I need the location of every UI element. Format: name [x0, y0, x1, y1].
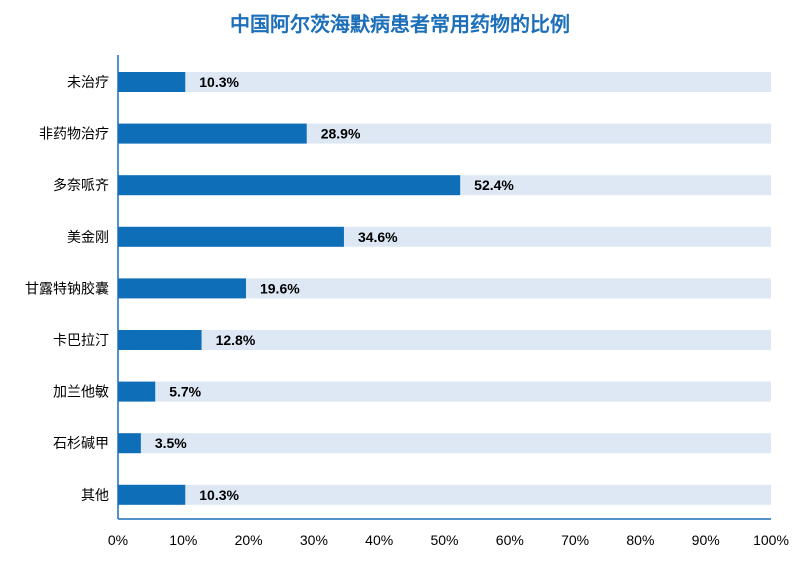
x-tick-label: 40%	[365, 532, 393, 548]
data-label: 52.4%	[474, 177, 514, 193]
bar-track	[118, 381, 771, 402]
x-tick-label: 30%	[300, 532, 328, 548]
category-label: 多奈哌齐	[53, 177, 109, 194]
data-label: 5.7%	[169, 384, 201, 400]
axes	[117, 55, 771, 520]
bar	[118, 226, 344, 247]
x-tick-label: 100%	[753, 532, 789, 548]
category-label: 甘露特钠胶囊	[25, 280, 109, 297]
bar	[118, 123, 307, 144]
x-tick-labels: 0% 10% 20% 30% 40% 50% 60% 70% 80% 90% 100%	[108, 532, 789, 548]
data-label: 10.3%	[199, 487, 239, 503]
bar-track	[118, 278, 771, 299]
x-tick-label: 20%	[235, 532, 263, 548]
x-tick-label: 80%	[626, 532, 654, 548]
x-tick-label: 60%	[496, 532, 524, 548]
category-label: 卡巴拉汀	[53, 333, 109, 349]
data-label: 12.8%	[216, 332, 256, 348]
category-label: 未治疗	[67, 75, 109, 91]
x-tick-label: 90%	[692, 532, 720, 548]
bar	[118, 278, 246, 299]
x-tick-label: 50%	[430, 532, 458, 548]
data-label: 19.6%	[260, 280, 300, 296]
data-label: 10.3%	[199, 74, 239, 90]
bar-track	[118, 433, 771, 454]
bar	[118, 381, 156, 402]
bar-track	[118, 72, 771, 92]
category-label: 其他	[81, 488, 109, 504]
bar	[118, 72, 186, 92]
data-label: 28.9%	[321, 126, 361, 142]
data-label: 34.6%	[358, 229, 398, 245]
x-tick-label: 70%	[561, 532, 589, 548]
category-label: 美金刚	[67, 230, 109, 246]
bar	[118, 484, 186, 505]
x-tick-label: 10%	[169, 532, 197, 548]
chart-title: 中国阿尔茨海默病患者常用药物的比例	[230, 12, 570, 36]
value-labels: 10.3% 28.9% 52.4% 34.6% 19.6% 12.8% 5.7% 3.5% 10…	[155, 74, 515, 503]
category-label: 非药物治疗	[39, 127, 109, 143]
bar-track	[118, 484, 771, 505]
x-tick-label: 0%	[108, 532, 128, 548]
bar	[118, 330, 202, 350]
bar-track	[118, 330, 771, 350]
bar	[118, 433, 141, 454]
bars	[118, 72, 461, 505]
data-label: 3.5%	[155, 435, 187, 451]
category-label: 加兰他敏	[53, 385, 109, 401]
bar	[118, 175, 461, 196]
category-label: 石杉碱甲	[53, 436, 109, 452]
